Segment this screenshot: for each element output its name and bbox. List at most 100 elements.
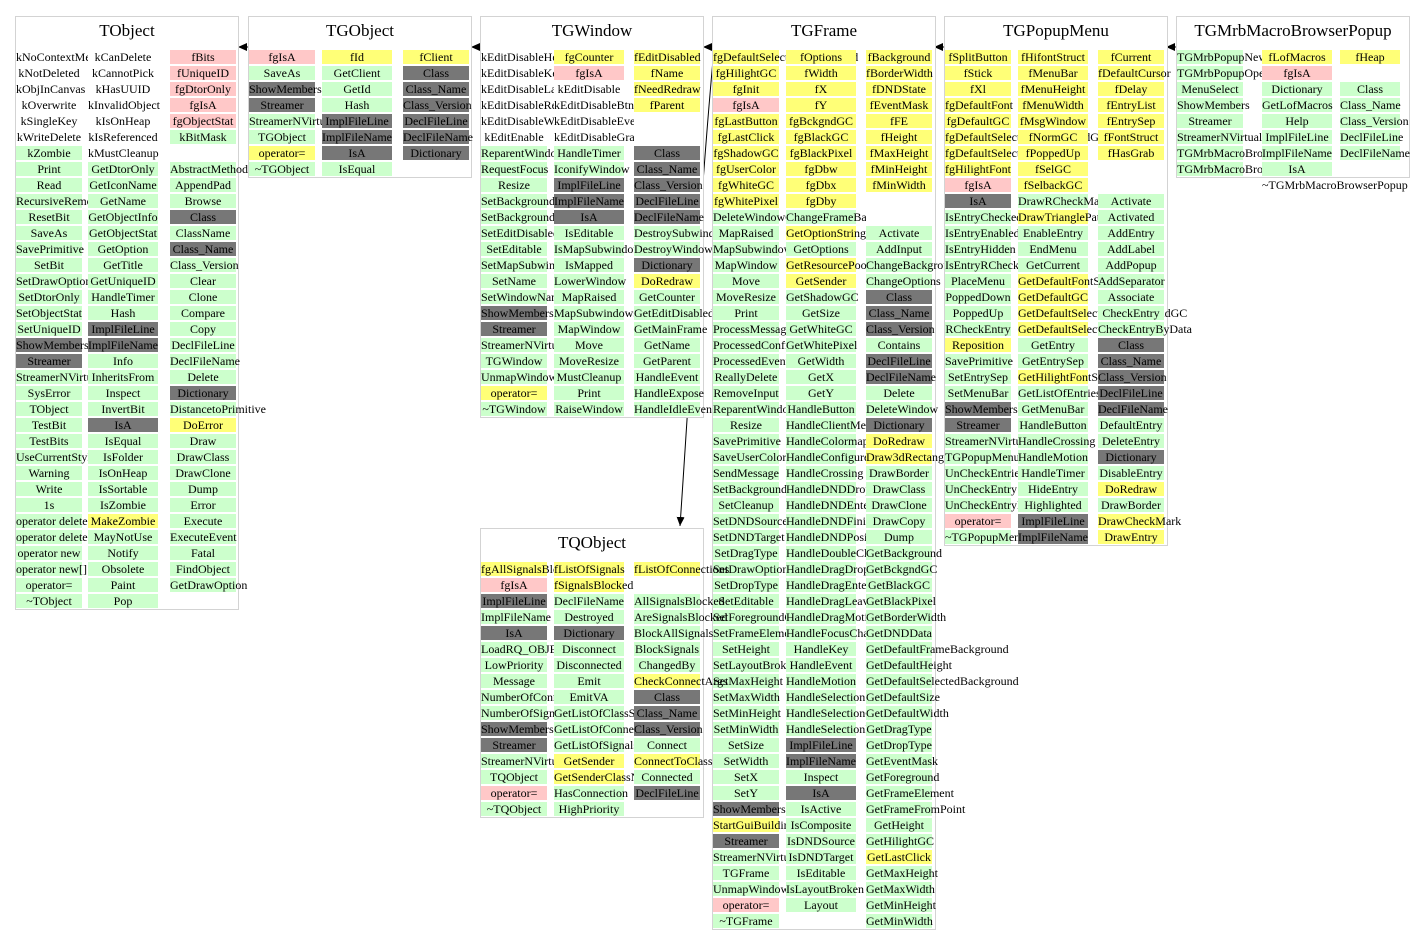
member-cell: ImplFileLine — [554, 178, 624, 192]
member-cell: fFontStruct — [1098, 130, 1164, 144]
member-cell: Print — [554, 386, 624, 400]
member-cell: HandleMotion — [786, 674, 856, 688]
member-cell: GetShadowGC — [786, 290, 859, 304]
member-cell: SetDNDSource — [713, 514, 788, 528]
member-cell: GetDefaultFontStruct — [1018, 274, 1122, 288]
member-cell: SetSize — [713, 738, 779, 752]
member-cell: Dump — [866, 530, 932, 544]
member-cell: ResetBit — [16, 210, 82, 224]
member-cell: Layout — [786, 898, 856, 912]
member-cell: SaveUserColor — [713, 450, 787, 464]
member-cell: kNoContextMenu — [16, 50, 103, 64]
member-cell: UseCurrentStyle — [16, 450, 96, 464]
member-cell: UnmapWindow — [481, 370, 558, 384]
member-cell: SetDrawOption — [16, 274, 92, 288]
member-cell: SavePrimitive — [16, 242, 84, 256]
member-cell: GetDefaultGC — [1018, 290, 1088, 304]
member-cell: fMenuHeight — [1018, 82, 1088, 96]
member-cell: BlockAllSignals — [634, 626, 714, 640]
member-cell: GetHilightGC — [866, 834, 934, 848]
member-cell: TestBit — [16, 418, 82, 432]
member-cell: SetX — [713, 770, 779, 784]
member-cell: ImplFileName — [1018, 530, 1088, 544]
member-cell: EmitVA — [554, 690, 624, 704]
member-cell: GetSender — [786, 274, 856, 288]
member-cell: Move — [713, 274, 779, 288]
member-cell: IsEqual — [88, 434, 158, 448]
member-cell: Compare — [170, 306, 236, 320]
member-cell: HandleEvent — [786, 658, 856, 672]
member-cell: ImplFileName — [786, 754, 856, 768]
member-cell: fgDefaultSelectedBackgroundGC — [945, 130, 1107, 144]
member-cell: Pop — [88, 594, 158, 608]
member-cell: Info — [88, 354, 158, 368]
member-cell: HandleClientMessage — [786, 418, 892, 432]
member-cell: GetName — [88, 194, 158, 208]
member-cell: Streamer — [481, 738, 547, 752]
member-cell: AbstractMethod — [170, 162, 248, 176]
member-cell: DrawBorder — [1098, 498, 1164, 512]
member-cell: GetObjectInfo — [88, 210, 158, 224]
member-cell: RecursiveRemove — [16, 194, 104, 208]
member-cell: InvertBit — [88, 402, 158, 416]
member-cell: TObject — [16, 402, 82, 416]
member-cell: Class_Name — [403, 82, 469, 96]
member-cell: Clone — [170, 290, 236, 304]
member-cell: HandleDNDPosition — [786, 530, 886, 544]
member-cell: SetBackgroundPixmap — [481, 210, 592, 224]
member-cell: AppendPad — [170, 178, 236, 192]
member-cell: GetMaxWidth — [866, 882, 935, 896]
member-cell: HandleDragDrop — [786, 562, 870, 576]
class-title: TGObject — [326, 21, 394, 40]
member-cell: Class_Name — [1098, 354, 1164, 368]
member-cell: fEditDisabled — [634, 50, 701, 64]
member-cell: BlockSignals — [634, 642, 700, 656]
member-cell: UnmapWindow — [713, 882, 790, 896]
member-cell: ~TGMrbMacroBrowserPopup — [1262, 178, 1408, 192]
member-cell: NumberOfConnections — [481, 690, 593, 704]
member-cell: GetId — [322, 82, 392, 96]
member-cell: ShowMembers — [713, 802, 786, 816]
member-cell: fEntrySep — [1098, 114, 1164, 128]
member-cell: fSelGC — [1018, 162, 1088, 176]
member-cell: fNormGC — [1018, 130, 1088, 144]
member-cell: GetListOfEntries — [1018, 386, 1101, 400]
member-cell: MustCleanup — [554, 370, 624, 384]
member-cell: Hash — [88, 306, 158, 320]
member-cell: fListOfConnections — [634, 562, 730, 576]
member-cell: GetDNDData — [866, 626, 932, 640]
member-cell: Execute — [170, 514, 236, 528]
member-cell: fgIsA — [1262, 66, 1332, 80]
member-cell: SendMessage — [713, 466, 779, 480]
member-cell: DoRedraw — [634, 274, 700, 288]
member-cell: SaveAs — [16, 226, 82, 240]
member-cell — [866, 194, 932, 208]
member-cell: TGMrbPopupOpen — [1177, 66, 1271, 80]
member-cell: RaiseWindow — [554, 402, 624, 416]
member-cell: HandleDragLeave — [786, 594, 874, 608]
member-cell: StreamerNVirtual — [16, 370, 102, 384]
member-cell: fgDbx — [786, 178, 856, 192]
member-cell: fOptions — [786, 50, 856, 64]
member-cell: GetLastClick — [866, 850, 932, 864]
member-cell: Class — [1098, 338, 1164, 352]
member-cell: GetBackground — [866, 546, 942, 560]
member-cell: Class_Version — [1340, 114, 1409, 128]
member-cell: fgAllSignalsBlocked — [481, 562, 582, 576]
member-cell: fgObjectStat — [170, 114, 236, 128]
member-cell: fSignalsBlocked — [554, 578, 634, 592]
member-cell: Emit — [554, 674, 624, 688]
member-cell: ImplFileName — [1262, 146, 1332, 160]
member-cell: operator delete — [16, 514, 88, 528]
member-cell: Clear — [170, 274, 236, 288]
member-cell: DeclFileName — [1098, 402, 1168, 416]
member-cell: SetDragType — [713, 546, 779, 560]
member-cell: ~TGPopupMenu — [945, 530, 1027, 544]
member-cell: IconifyWindow — [554, 162, 630, 176]
member-cell: SetDNDTarget — [713, 530, 785, 544]
member-cell: Class — [403, 66, 469, 80]
member-cell: Disconnect — [554, 642, 624, 656]
member-cell: GetDefaultWidth — [866, 706, 949, 720]
member-cell: SetDrawOption — [713, 562, 789, 576]
member-cell: Dictionary — [634, 258, 700, 272]
